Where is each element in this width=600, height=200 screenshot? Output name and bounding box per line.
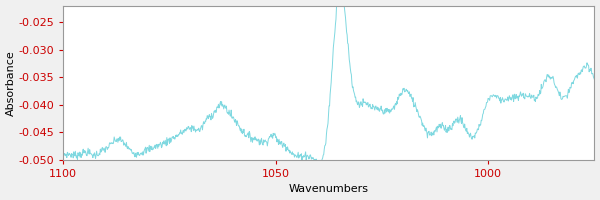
- Y-axis label: Absorbance: Absorbance: [5, 50, 16, 116]
- X-axis label: Wavenumbers: Wavenumbers: [289, 184, 369, 194]
